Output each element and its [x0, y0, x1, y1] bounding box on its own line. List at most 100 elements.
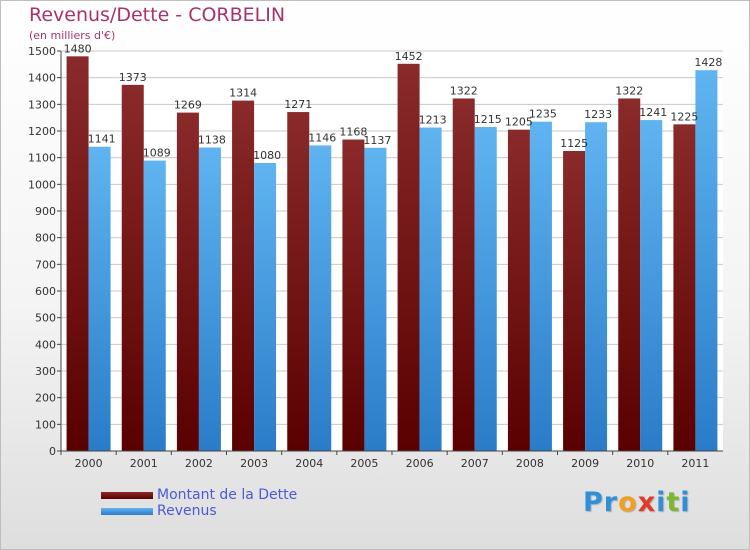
- data-label: 1138: [198, 134, 226, 147]
- legend-swatch-revenus: [101, 507, 153, 515]
- y-tick-label: 600: [35, 285, 56, 298]
- y-tick-label: 700: [35, 258, 56, 271]
- x-tick-label: 2007: [461, 457, 489, 470]
- axes: 0 100 200 300 400 500 600 700 800 900 1000 1100 1200…: [28, 45, 723, 470]
- bar: [397, 63, 420, 452]
- logo-letter: r: [603, 487, 619, 518]
- logo-letter: x: [637, 487, 657, 518]
- bar: [585, 122, 608, 451]
- data-label: 1269: [174, 99, 202, 112]
- data-label: 1146: [308, 131, 336, 144]
- data-label: 1080: [253, 149, 281, 162]
- legend: Montant de la Dette Revenus: [101, 487, 297, 519]
- data-label: 1480: [64, 42, 92, 55]
- x-tick-label: 2002: [185, 457, 213, 470]
- bar: [618, 98, 641, 451]
- data-label: 1233: [584, 108, 612, 121]
- data-label: 1322: [450, 84, 478, 97]
- legend-label-revenus: Revenus: [157, 503, 217, 519]
- x-tick-label: 2003: [240, 457, 268, 470]
- data-label: 1141: [88, 133, 116, 146]
- data-label: 1373: [119, 71, 147, 84]
- bar: [176, 112, 199, 451]
- x-tick-label: 2010: [626, 457, 654, 470]
- data-label: 1322: [615, 84, 643, 97]
- logo-letter: i: [680, 487, 691, 518]
- y-tick-label: 500: [35, 312, 56, 325]
- data-labels: 1480 1141 1373 1089 1269 1138 1314 1080 1271 1146…: [64, 42, 723, 162]
- bars: [66, 56, 718, 452]
- data-label: 1125: [560, 137, 588, 150]
- legend-item-revenus: Revenus: [101, 503, 297, 519]
- x-tick-label: 2005: [350, 457, 378, 470]
- legend-item-dette: Montant de la Dette: [101, 487, 297, 503]
- y-tick-label: 300: [35, 365, 56, 378]
- bar: [529, 121, 552, 452]
- bar: [254, 163, 277, 451]
- x-tick-label: 2004: [295, 457, 323, 470]
- bar: [88, 146, 111, 451]
- data-label: 1428: [694, 56, 722, 69]
- bar: [309, 145, 332, 451]
- y-tick-label: 1100: [28, 152, 56, 165]
- bar: [673, 124, 696, 451]
- data-label: 1168: [339, 126, 367, 139]
- y-tick-label: 1300: [28, 98, 56, 111]
- data-label: 1205: [505, 116, 533, 129]
- data-label: 1241: [639, 106, 667, 119]
- bar: [143, 160, 166, 451]
- data-label: 1089: [143, 147, 171, 160]
- y-tick-label: 1200: [28, 125, 56, 138]
- data-label: 1213: [419, 114, 447, 127]
- y-tick-label: 100: [35, 418, 56, 431]
- x-tick-label: 2008: [516, 457, 544, 470]
- bar: [695, 70, 718, 451]
- bar: [419, 127, 442, 452]
- chart-title: Revenus/Dette - CORBELIN: [29, 4, 286, 26]
- proxiti-logo: Proxiti: [583, 487, 691, 518]
- data-label: 1225: [670, 110, 698, 123]
- y-tick-label: 1000: [28, 178, 56, 191]
- bar: [287, 112, 310, 452]
- logo-letter: o: [618, 487, 638, 518]
- chart-subtitle: (en milliers d'€): [29, 29, 116, 42]
- legend-swatch-dette: [101, 491, 153, 499]
- y-tick-label: 800: [35, 232, 56, 245]
- bar: [507, 129, 530, 451]
- plot-area: [61, 51, 723, 451]
- x-tick-label: 2009: [571, 457, 599, 470]
- data-label: 1215: [474, 113, 502, 126]
- x-tick-label: 2001: [130, 457, 158, 470]
- bar: [121, 84, 144, 451]
- y-tick-label: 0: [49, 445, 56, 458]
- data-label: 1235: [529, 108, 557, 121]
- legend-label-dette: Montant de la Dette: [157, 487, 298, 503]
- x-tick-label: 2011: [681, 457, 709, 470]
- y-tick-label: 1500: [28, 45, 56, 58]
- bar: [474, 127, 497, 451]
- y-tick-label: 200: [35, 392, 56, 405]
- grid-lines: [61, 50, 723, 452]
- bar: [452, 98, 475, 451]
- x-tick-label: 2000: [75, 457, 103, 470]
- data-label: 1314: [229, 87, 257, 100]
- data-label: 1271: [284, 98, 312, 111]
- logo-letter: i: [656, 487, 667, 518]
- bar: [563, 151, 586, 451]
- bar: [232, 100, 255, 451]
- bar: [364, 147, 387, 452]
- bar: [640, 120, 663, 452]
- y-tick-label: 900: [35, 205, 56, 218]
- bar: [198, 147, 221, 452]
- data-label: 1137: [363, 134, 391, 147]
- bar: [66, 56, 89, 451]
- x-tick-label: 2006: [406, 457, 434, 470]
- logo-letter: P: [583, 487, 604, 518]
- bar: [342, 139, 365, 452]
- logo-letter: t: [666, 487, 681, 518]
- data-label: 1452: [395, 50, 423, 63]
- y-tick-label: 400: [35, 338, 56, 351]
- y-tick-label: 1400: [28, 72, 56, 85]
